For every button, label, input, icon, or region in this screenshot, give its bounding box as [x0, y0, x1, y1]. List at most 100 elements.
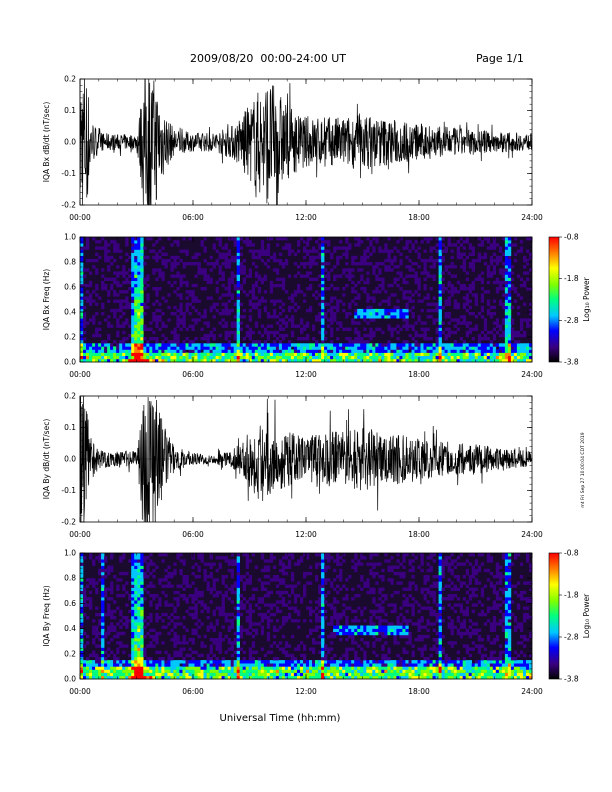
spectrogram-cell [324, 315, 328, 319]
spectrogram-cell [149, 628, 153, 632]
spectrogram-cell [321, 240, 325, 244]
spectrogram-cell [450, 265, 454, 269]
spectrogram-cell [266, 634, 271, 639]
spectrogram-cell [495, 318, 500, 322]
spectrogram-cell [297, 559, 301, 563]
spectrogram-cell [519, 240, 524, 244]
spectrogram-cell [272, 603, 277, 607]
spectrogram-cell [303, 299, 307, 303]
spectrogram-cell [137, 346, 141, 350]
spectrogram-cell [152, 330, 156, 335]
spectrogram-cell [345, 346, 349, 350]
spectrogram-cell [269, 590, 274, 595]
spectrogram-cell [197, 634, 201, 639]
spectrogram-cell [297, 271, 301, 275]
spectrogram-cell [245, 616, 249, 620]
spectrogram-cell [236, 296, 240, 300]
spectrogram-cell [447, 333, 451, 338]
spectrogram-cell [429, 274, 433, 278]
spectrogram-cell [134, 299, 138, 303]
spectrogram-cell [89, 597, 93, 601]
spectrogram-cell [134, 343, 138, 347]
spectrogram-cell [149, 581, 153, 585]
spectrogram-cell [182, 318, 186, 322]
spectrogram-cell [306, 321, 310, 325]
spectrogram-cell [125, 672, 129, 677]
spectrogram-cell [149, 584, 153, 588]
spectrogram-cell [164, 578, 168, 582]
spectrogram-cell [236, 575, 240, 579]
spectrogram-cell [333, 274, 337, 278]
spectrogram-cell [254, 675, 259, 680]
spectrogram-cell [131, 666, 135, 670]
spectrogram-cell [236, 578, 240, 582]
spectrogram-cell [293, 355, 298, 360]
spectrogram-cell [284, 663, 289, 667]
spectrogram-cell [113, 243, 117, 247]
spectrogram-cell [182, 657, 186, 661]
spectrogram-cell [477, 352, 482, 356]
spectrogram-cell [134, 243, 138, 247]
spectrogram-cell [300, 355, 304, 360]
spectrogram-cell [179, 302, 183, 306]
spectrogram-cell [381, 358, 385, 363]
spectrogram-cell [89, 349, 93, 353]
spectrogram-cell [245, 240, 249, 244]
spectrogram-cell [194, 663, 198, 667]
spectrogram-cell [330, 308, 334, 313]
spectrogram-cell [510, 358, 515, 363]
spectrogram-cell [134, 587, 138, 591]
spectrogram-cell [471, 265, 475, 269]
spectrogram-cell [89, 355, 93, 360]
spectrogram-cell [441, 290, 445, 294]
spectrogram-cell [146, 675, 150, 680]
spectrogram-cell [113, 657, 117, 661]
spectrogram-cell [92, 619, 96, 623]
spectrogram-cell [197, 556, 201, 560]
spectrogram-cell [474, 258, 478, 263]
spectrogram-cell [297, 609, 301, 614]
spectrogram-cell [230, 277, 234, 281]
spectrogram-cell [218, 672, 222, 677]
spectrogram-cell [309, 283, 313, 288]
spectrogram-cell [438, 318, 442, 322]
spectrogram-cell [315, 628, 319, 632]
spectrogram-cell [309, 352, 313, 356]
spectrogram-cell [161, 660, 165, 664]
spectrogram-cell [504, 280, 509, 285]
spectrogram-cell [351, 255, 355, 260]
spectrogram-cell [510, 346, 515, 350]
spectrogram-cell [275, 669, 280, 673]
spectrogram-cell [173, 606, 177, 610]
spectrogram-cell [315, 666, 319, 670]
spectrogram-cell [98, 666, 102, 670]
spectrogram-cell [209, 277, 213, 281]
spectrogram-cell [269, 644, 274, 648]
spectrogram-cell [86, 343, 90, 347]
spectrogram-cell [137, 358, 141, 363]
spectrogram-cell [143, 302, 147, 306]
spectrogram-cell [260, 672, 265, 677]
spectrogram-cell [257, 290, 262, 294]
spectrogram-cell [170, 349, 174, 353]
spectrogram-cell [146, 358, 150, 363]
spectrogram-cell [197, 312, 201, 316]
spectrogram-cell [125, 321, 129, 325]
spectrogram-cell [281, 672, 286, 677]
spectrogram-cell [239, 321, 243, 325]
spectrogram-cell [444, 265, 448, 269]
spectrogram-cell [318, 634, 322, 639]
spectrogram-cell [378, 358, 382, 363]
spectrogram-cell [224, 262, 228, 266]
spectrogram-cell [381, 249, 385, 253]
spectrogram-cell [155, 612, 159, 617]
spectrogram-cell [236, 672, 240, 677]
spectrogram-cell [474, 349, 478, 353]
spectrogram-cell [390, 327, 394, 331]
spectrogram-cell [342, 352, 346, 356]
spectrogram-cell [381, 312, 385, 316]
spectrogram-cell [321, 647, 325, 651]
spectrogram-cell [309, 355, 313, 360]
spectrogram-cell [266, 343, 271, 347]
spectrogram-cell [278, 562, 283, 566]
